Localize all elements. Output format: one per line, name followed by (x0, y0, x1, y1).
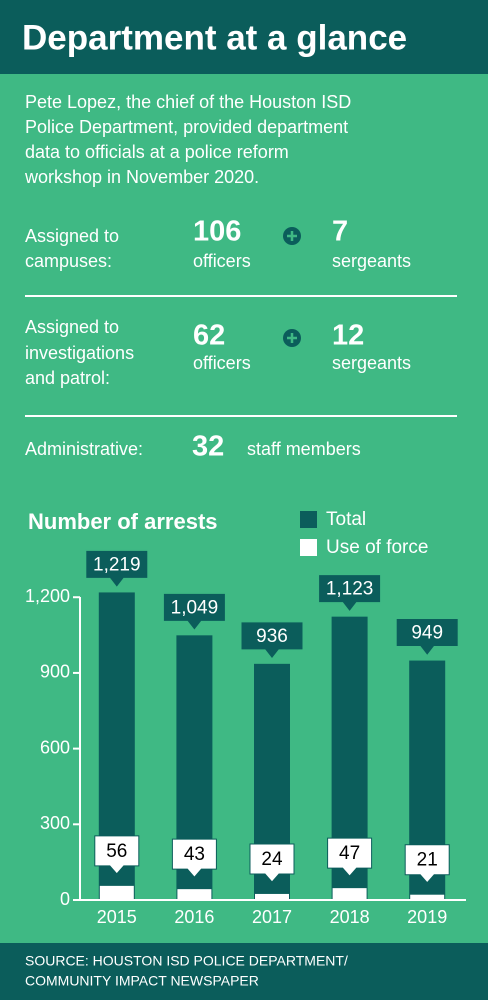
value-label: 56 (106, 841, 127, 862)
callout-box (162, 592, 226, 632)
x-tick-label: 2015 (97, 907, 137, 927)
value-label: 1,123 (326, 579, 374, 600)
footer-band (0, 943, 488, 1000)
bar (332, 888, 367, 900)
stat-number: 7 (332, 216, 348, 248)
legend-label: Use of force (326, 537, 428, 558)
callout-box (318, 574, 382, 613)
x-tick-label: 2017 (252, 907, 292, 927)
callout-box (249, 843, 295, 883)
stat-unit: sergeants (332, 353, 411, 373)
stat-number: 106 (193, 216, 241, 248)
intro-line: data to officials at a police reform (25, 142, 289, 162)
x-tick-label: 2018 (330, 907, 370, 927)
callout-box (94, 835, 140, 875)
intro-line: Police Department, provided department (25, 117, 348, 137)
stat-label: Assigned to (25, 317, 119, 337)
callout-box (240, 621, 304, 660)
stat-number: 12 (332, 320, 364, 352)
stat-unit: sergeants (332, 251, 411, 271)
plus-sign (287, 231, 297, 241)
header-band (0, 0, 488, 74)
source-line: SOURCE: HOUSTON ISD POLICE DEPARTMENT/ (25, 953, 348, 969)
value-label: 24 (261, 849, 283, 870)
stat-unit: officers (193, 353, 251, 373)
legend-swatch (300, 511, 317, 528)
y-tick-label: 1,200 (25, 586, 70, 606)
callout-box (171, 838, 217, 878)
callout-box (85, 549, 149, 589)
value-label: 47 (339, 843, 360, 864)
y-tick-label: 0 (60, 889, 70, 909)
y-tick-label: 600 (40, 737, 70, 757)
legend-swatch (300, 539, 317, 556)
y-tick-label: 300 (40, 813, 70, 833)
x-tick-label: 2019 (407, 907, 447, 927)
bar (99, 885, 134, 900)
callout-box (404, 844, 450, 884)
value-label: 21 (417, 850, 438, 871)
bar (255, 893, 289, 900)
stat-label: Administrative: (25, 439, 143, 459)
source-line: COMMUNITY IMPACT NEWSPAPER (25, 973, 259, 989)
stat-unit: staff members (247, 439, 361, 459)
intro-line: workshop in November 2020. (24, 167, 259, 187)
stat-number: 32 (192, 431, 224, 463)
stat-number: 62 (193, 320, 225, 352)
stat-label: Assigned to (25, 226, 119, 246)
y-tick-label: 900 (40, 662, 70, 682)
callout-box (327, 837, 373, 877)
value-label: 1,049 (171, 597, 219, 618)
bar (410, 894, 445, 900)
value-label: 43 (184, 844, 205, 865)
legend-label: Total (326, 509, 366, 530)
chart-title: Number of arrests (28, 509, 218, 534)
title: Department at a glance (22, 18, 407, 57)
plus-sign (287, 333, 297, 343)
value-label: 949 (411, 623, 443, 644)
stat-unit: officers (193, 251, 251, 271)
intro-line: Pete Lopez, the chief of the Houston ISD (25, 92, 351, 112)
value-label: 936 (256, 626, 288, 647)
stat-label: investigations (25, 343, 134, 363)
stat-label: campuses: (25, 251, 112, 271)
bar (177, 889, 212, 900)
value-label: 1,219 (93, 554, 141, 575)
stat-label: and patrol: (25, 368, 110, 388)
callout-box (395, 618, 459, 657)
x-tick-label: 2016 (174, 907, 214, 927)
